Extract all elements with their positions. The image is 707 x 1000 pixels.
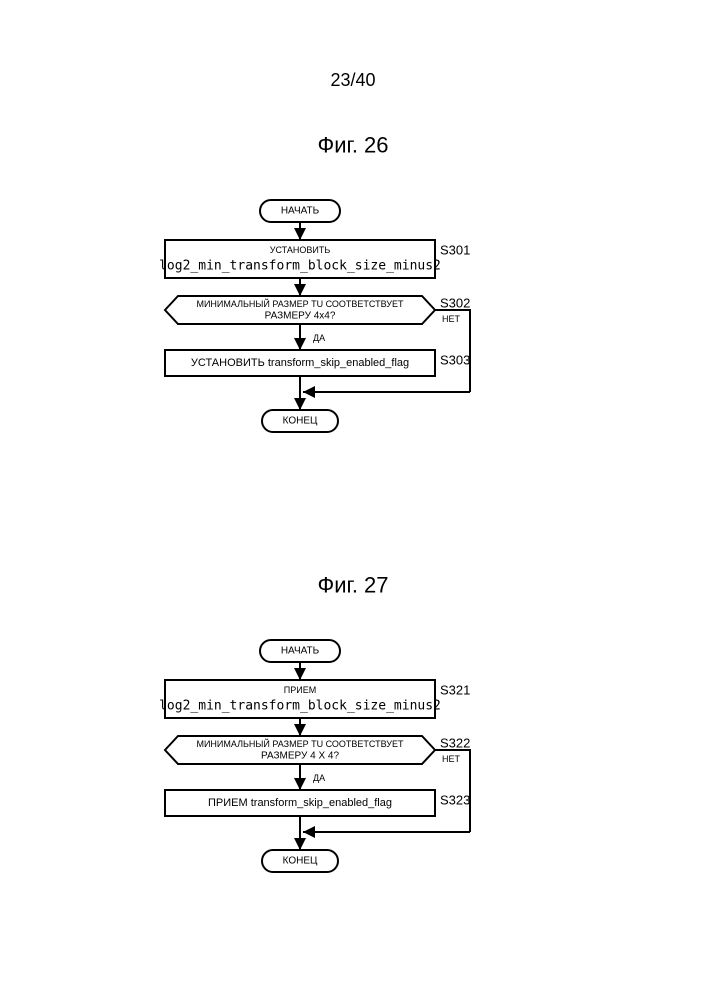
figure-26: Фиг. 26 НАЧАТЬ УСТАНОВИТЬ log2_min_trans… xyxy=(159,133,470,433)
end-terminal: КОНЕЦ xyxy=(262,410,338,432)
yes-label-27: ДА xyxy=(313,773,325,783)
s302-line1: МИНИМАЛЬНЫЙ РАЗМЕР TU СООТВЕТСТВУЕТ xyxy=(196,298,404,309)
step-s322-decision: МИНИМАЛЬНЫЙ РАЗМЕР TU СООТВЕТСТВУЕТ РАЗМ… xyxy=(165,736,470,765)
fig26-title: Фиг. 26 xyxy=(317,133,388,158)
start-terminal-27: НАЧАТЬ xyxy=(260,640,340,662)
s302-label: S302 xyxy=(440,296,470,311)
step-s303: УСТАНОВИТЬ transform_skip_enabled_flag S… xyxy=(165,350,470,376)
start-label-27: НАЧАТЬ xyxy=(281,646,320,657)
no-label: НЕТ xyxy=(442,314,461,324)
end-label: КОНЕЦ xyxy=(283,416,318,427)
s321-line2: log2_min_transform_block_size_minus2 xyxy=(159,699,441,714)
step-s321: ПРИЕМ log2_min_transform_block_size_minu… xyxy=(159,680,470,718)
s302-line2: РАЗМЕРУ 4x4? xyxy=(265,311,336,322)
page-number: 23/40 xyxy=(330,70,375,90)
s323-text: ПРИЕМ transform_skip_enabled_flag xyxy=(208,797,392,809)
s303-text: УСТАНОВИТЬ transform_skip_enabled_flag xyxy=(191,357,409,369)
s321-label: S321 xyxy=(440,683,470,698)
step-s301: УСТАНОВИТЬ log2_min_transform_block_size… xyxy=(159,240,470,278)
s303-label: S303 xyxy=(440,353,470,368)
step-s302-decision: МИНИМАЛЬНЫЙ РАЗМЕР TU СООТВЕТСТВУЕТ РАЗМ… xyxy=(165,296,470,325)
fig27-title: Фиг. 27 xyxy=(317,573,388,598)
step-s323: ПРИЕМ transform_skip_enabled_flag S323 xyxy=(165,790,470,816)
end-terminal-27: КОНЕЦ xyxy=(262,850,338,872)
yes-label: ДА xyxy=(313,333,325,343)
start-terminal: НАЧАТЬ xyxy=(260,200,340,222)
s322-label: S322 xyxy=(440,736,470,751)
s301-line2: log2_min_transform_block_size_minus2 xyxy=(159,259,441,274)
s322-line2: РАЗМЕРУ 4 X 4? xyxy=(261,751,340,762)
s323-label: S323 xyxy=(440,793,470,808)
s321-line1: ПРИЕМ xyxy=(284,685,316,695)
s301-label: S301 xyxy=(440,243,470,258)
end-label-27: КОНЕЦ xyxy=(283,856,318,867)
figure-27: Фиг. 27 НАЧАТЬ ПРИЕМ log2_min_transform_… xyxy=(159,573,470,873)
s322-line1: МИНИМАЛЬНЫЙ РАЗМЕР TU СООТВЕТСТВУЕТ xyxy=(196,738,404,749)
s301-line1: УСТАНОВИТЬ xyxy=(270,245,331,255)
start-label: НАЧАТЬ xyxy=(281,206,320,217)
no-label-27: НЕТ xyxy=(442,754,461,764)
